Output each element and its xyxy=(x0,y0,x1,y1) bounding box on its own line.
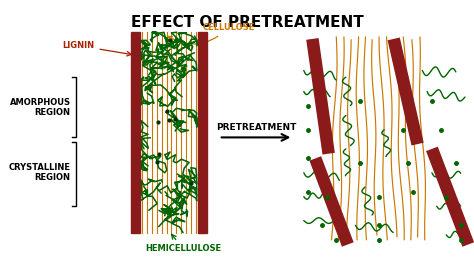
Text: CELLULOSE: CELLULOSE xyxy=(168,23,255,44)
Text: AMORPHOUS
REGION: AMORPHOUS REGION xyxy=(9,98,71,117)
Text: HEMICELLULOSE: HEMICELLULOSE xyxy=(145,234,221,253)
Text: LIGNIN: LIGNIN xyxy=(62,41,131,56)
Bar xyxy=(198,32,207,233)
Bar xyxy=(131,32,140,233)
Text: EFFECT OF PRETREATMENT: EFFECT OF PRETREATMENT xyxy=(131,15,364,30)
Text: PRETREATMENT: PRETREATMENT xyxy=(216,123,296,132)
Text: CRYSTALLINE
REGION: CRYSTALLINE REGION xyxy=(9,163,71,182)
